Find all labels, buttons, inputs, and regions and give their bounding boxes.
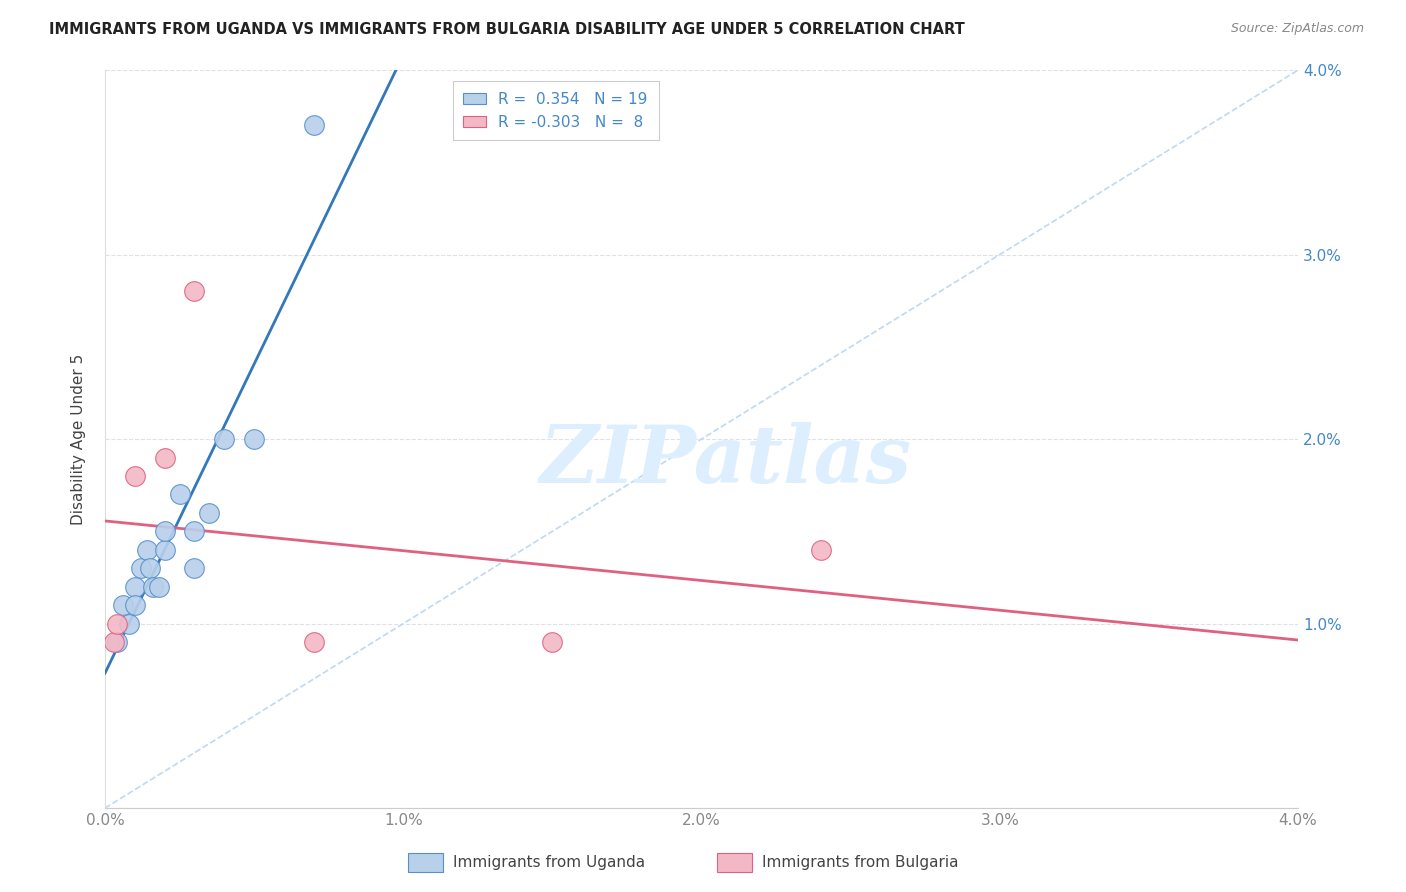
Point [153,524,176,539]
Point [148,580,170,594]
Point [183,285,205,299]
Point [302,635,325,649]
Y-axis label: Disability Age Under 5: Disability Age Under 5 [72,353,86,524]
Point [183,561,205,575]
Point [111,598,134,612]
Point [169,487,191,501]
Point [105,616,128,631]
Point [810,542,832,557]
Point [118,616,141,631]
Point [124,598,146,612]
Point [124,580,146,594]
Point [138,561,160,575]
Text: Immigrants from Bulgaria: Immigrants from Bulgaria [762,855,959,870]
Text: Immigrants from Uganda: Immigrants from Uganda [453,855,645,870]
Point [105,635,128,649]
Point [243,432,266,446]
Point [183,524,205,539]
Point [142,580,165,594]
Point [124,469,146,483]
Point [103,635,125,649]
Point [214,432,236,446]
Point [302,119,325,133]
Point [129,561,152,575]
Legend: R =  0.354   N = 19, R = -0.303   N =  8: R = 0.354 N = 19, R = -0.303 N = 8 [453,81,658,140]
Text: ZIPatlas: ZIPatlas [540,423,911,500]
Point [153,450,176,465]
Point [135,542,157,557]
Point [198,506,221,520]
Point [153,542,176,557]
Text: Source: ZipAtlas.com: Source: ZipAtlas.com [1230,22,1364,36]
Text: IMMIGRANTS FROM UGANDA VS IMMIGRANTS FROM BULGARIA DISABILITY AGE UNDER 5 CORREL: IMMIGRANTS FROM UGANDA VS IMMIGRANTS FRO… [49,22,965,37]
Point [541,635,564,649]
